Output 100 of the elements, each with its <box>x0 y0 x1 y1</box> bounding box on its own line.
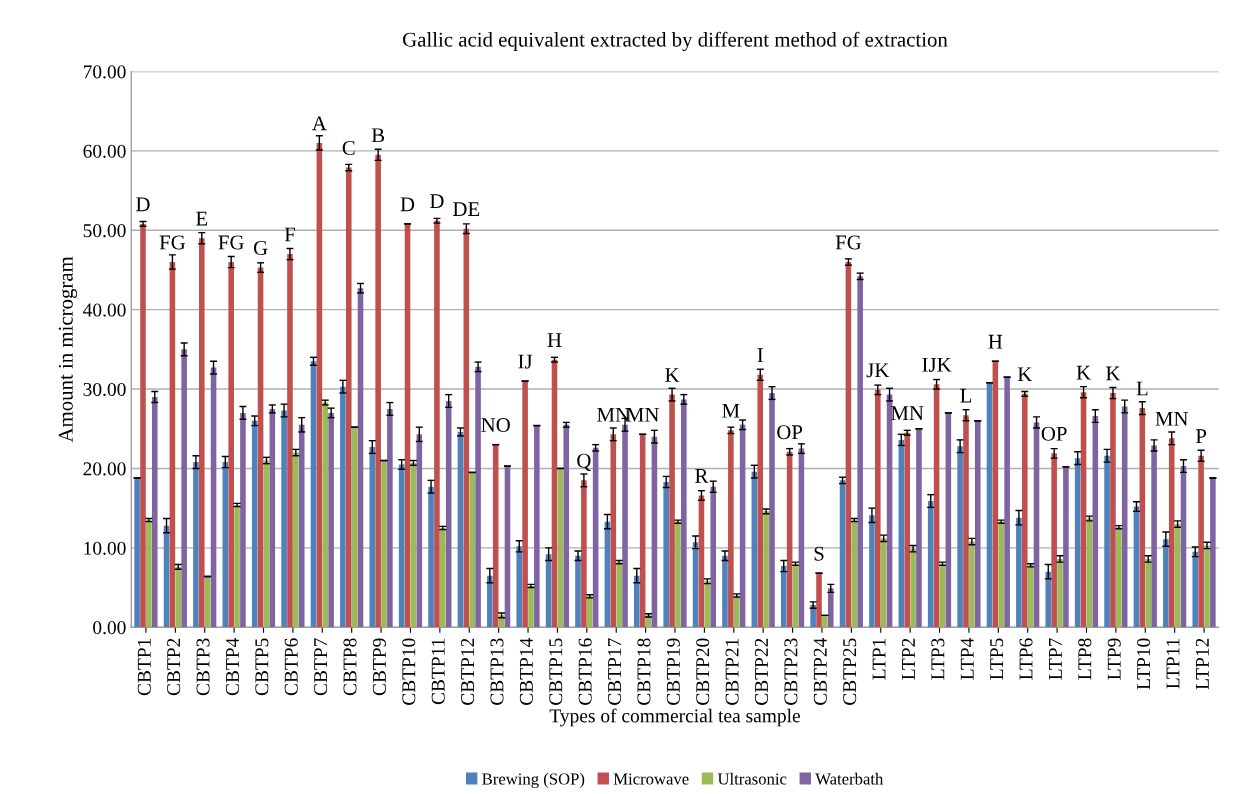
bar <box>387 408 393 628</box>
annotation: Q <box>577 453 592 471</box>
annotation: F <box>284 227 296 242</box>
legend-label: Waterbath <box>815 772 884 785</box>
bar <box>957 446 963 628</box>
x-tick-label: CBTP19 <box>666 638 680 705</box>
annotation: E <box>196 211 208 226</box>
x-tick-label: CBTP15 <box>549 638 563 705</box>
x-axis-title: Types of commercial tea sample <box>549 708 800 727</box>
bar <box>1204 545 1210 628</box>
x-tick-label: CBTP12 <box>461 638 475 705</box>
bar <box>916 428 922 628</box>
annotation: IJ <box>518 354 533 369</box>
bar <box>757 374 764 628</box>
bar <box>340 386 346 628</box>
chart-title: Gallic acid equivalent extracted by different method of extraction <box>403 31 948 51</box>
x-tick-label: CBTP4 <box>225 637 239 696</box>
bar <box>1168 438 1175 628</box>
x-tick-label: LTP3 <box>931 638 945 680</box>
annotation: S <box>814 546 824 561</box>
bar <box>851 520 858 628</box>
bar <box>986 382 993 628</box>
bar <box>616 562 622 628</box>
bar <box>963 415 969 628</box>
bar <box>827 588 834 628</box>
bar <box>1021 393 1028 628</box>
annotation: D <box>400 197 415 212</box>
bar <box>140 223 146 628</box>
bar <box>875 389 881 628</box>
legend-label: Microwave <box>613 773 689 785</box>
x-tick-label: CBTP7 <box>314 638 328 696</box>
bar <box>581 480 587 628</box>
x-tick-label: CBTP1 <box>137 638 151 696</box>
x-tick-label: CBTP24 <box>813 637 827 705</box>
bar <box>381 460 387 628</box>
annotation: P <box>1195 429 1207 443</box>
bar <box>298 424 305 628</box>
y-tick-label: 70.00 <box>83 65 126 79</box>
bar <box>663 481 669 628</box>
x-tick-label: CBTP25 <box>843 638 857 705</box>
y-tick-label: 20.00 <box>83 462 126 476</box>
y-tick-label: 30.00 <box>83 382 126 397</box>
x-tick-label: LTP2 <box>901 638 915 680</box>
y-tick-label: 40.00 <box>83 303 126 317</box>
y-axis-title: Amount in microgram <box>58 256 78 443</box>
x-tick-label: CBTP10 <box>402 638 416 705</box>
bar <box>733 595 740 628</box>
bar <box>822 615 828 628</box>
bar <box>487 575 493 628</box>
bar <box>181 349 187 628</box>
y-tick-label: 10.00 <box>84 541 126 555</box>
x-tick-label: LTP8 <box>1078 638 1092 680</box>
annotation: K <box>1017 367 1033 382</box>
bar <box>769 393 775 628</box>
annotation: OP <box>777 425 803 440</box>
bar <box>1192 551 1199 628</box>
bar <box>175 566 182 628</box>
annotation: A <box>312 116 327 131</box>
y-tick-label: 0.00 <box>93 621 126 635</box>
annotation: D <box>430 194 444 208</box>
x-tick-label: CBTP11 <box>431 638 445 705</box>
bar <box>146 520 152 628</box>
annotation: I <box>757 348 763 362</box>
annotation: R <box>695 469 709 483</box>
bar <box>322 402 329 628</box>
annotation: DE <box>453 202 480 216</box>
bar <box>1110 393 1116 628</box>
annotation: C <box>342 140 355 155</box>
bar <box>328 412 334 628</box>
bar <box>1145 558 1151 628</box>
annotation: L <box>960 388 972 403</box>
bar <box>345 167 352 628</box>
bar <box>945 412 952 628</box>
x-tick-label: CBTP5 <box>255 638 269 696</box>
bar <box>240 412 246 628</box>
bar <box>193 462 199 628</box>
annotation: B <box>371 128 385 143</box>
bar <box>404 223 411 628</box>
annotation: G <box>253 241 268 256</box>
annotation: L <box>1136 381 1148 396</box>
bar <box>728 430 734 628</box>
bar <box>416 434 423 628</box>
bar <box>434 220 440 628</box>
bar <box>522 381 528 628</box>
bar <box>927 501 934 628</box>
bar <box>675 521 681 628</box>
bar <box>780 566 787 628</box>
bar <box>528 585 534 628</box>
bar <box>1016 517 1022 628</box>
bar <box>1104 455 1110 628</box>
bar <box>369 447 376 628</box>
bar <box>440 528 446 628</box>
bar <box>1063 466 1069 628</box>
x-tick-label: CBTP6 <box>284 638 298 696</box>
bar <box>469 472 475 628</box>
x-tick-label: LTP1 <box>872 638 886 680</box>
bar <box>228 262 234 628</box>
bar <box>969 541 975 628</box>
bar <box>151 397 158 628</box>
annotation: FG <box>218 235 244 250</box>
